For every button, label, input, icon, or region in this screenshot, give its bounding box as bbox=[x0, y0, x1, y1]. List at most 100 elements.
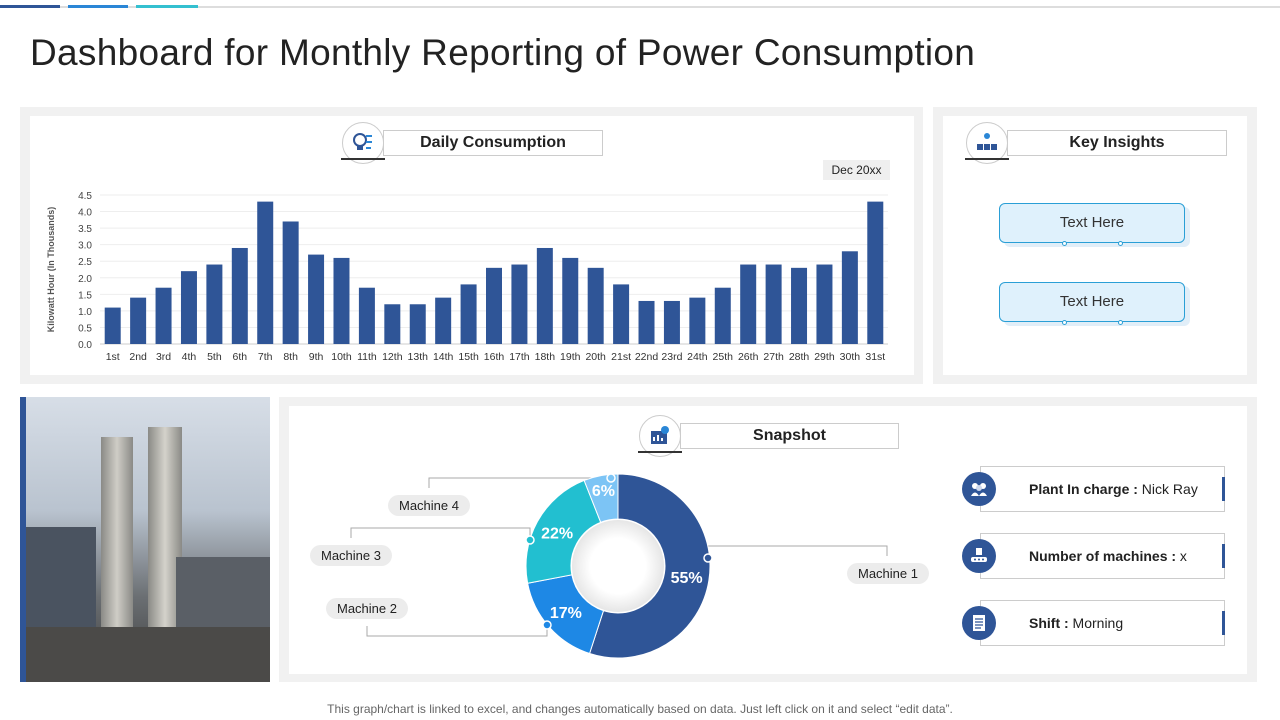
y-tick-label: 0.5 bbox=[78, 323, 92, 334]
x-tick-label: 2nd bbox=[129, 351, 147, 363]
x-tick-label: 1st bbox=[106, 351, 120, 363]
donut-label: 6% bbox=[592, 483, 615, 500]
accent-bar bbox=[136, 5, 198, 8]
bar-17th bbox=[511, 264, 528, 344]
donut-slice-machine-4 bbox=[583, 473, 619, 523]
bar-14th bbox=[435, 297, 452, 344]
x-tick-label: 28th bbox=[789, 351, 810, 363]
legend-machine-4: Machine 4 bbox=[388, 495, 470, 516]
bar-6th bbox=[231, 247, 248, 344]
divider bbox=[965, 158, 1009, 160]
x-tick-label: 25th bbox=[713, 351, 734, 363]
report-icon bbox=[639, 415, 681, 457]
bar-8th bbox=[282, 221, 299, 344]
bar-7th bbox=[257, 201, 274, 344]
connector-dot bbox=[525, 535, 535, 545]
connector-line bbox=[350, 527, 531, 540]
checklist-icon bbox=[962, 606, 996, 640]
connector-line bbox=[366, 625, 548, 637]
info-value: Nick Ray bbox=[1137, 481, 1198, 497]
divider bbox=[341, 158, 385, 160]
lightbulb-icon bbox=[342, 122, 384, 164]
people-icon bbox=[962, 472, 996, 506]
legend-machine-1: Machine 1 bbox=[847, 563, 929, 584]
y-tick-label: 4.0 bbox=[78, 208, 92, 219]
snapshot-header: Snapshot bbox=[680, 423, 899, 449]
y-tick-label: 2.0 bbox=[78, 274, 92, 285]
insight-text-box[interactable]: Text Here bbox=[999, 282, 1185, 322]
divider bbox=[638, 451, 682, 453]
connector-dot bbox=[1062, 320, 1067, 325]
bar-4th bbox=[180, 271, 197, 344]
connector-dot bbox=[606, 473, 616, 483]
x-tick-label: 8th bbox=[283, 351, 298, 363]
connector-dot bbox=[1118, 320, 1123, 325]
x-tick-label: 15th bbox=[458, 351, 479, 363]
page-title: Dashboard for Monthly Reporting of Power… bbox=[30, 32, 976, 73]
bar-9th bbox=[308, 254, 325, 344]
insight-text-box[interactable]: Text Here bbox=[999, 203, 1185, 243]
machines-count-card: Number of machines : x bbox=[980, 533, 1225, 579]
x-tick-label: 11th bbox=[357, 351, 377, 363]
info-value: Morning bbox=[1068, 615, 1124, 631]
donut-label: 55% bbox=[671, 570, 703, 587]
connector-line bbox=[708, 545, 888, 556]
hierarchy-icon bbox=[966, 122, 1008, 164]
info-label: Number of machines : bbox=[1029, 548, 1177, 564]
daily-consumption-chart: 0.0 0.5 1.0 1.5 2.0 2.5 3.0 3.5 4.0 4.5 Kilowatt H… bbox=[46, 191, 888, 363]
y-tick-label: 0.0 bbox=[78, 340, 92, 351]
bar-2nd bbox=[130, 297, 147, 344]
x-tick-label: 17th bbox=[509, 351, 530, 363]
accent-bar bbox=[0, 5, 60, 8]
x-tick-label: 21st bbox=[611, 351, 631, 363]
bar-3rd bbox=[155, 287, 172, 344]
x-tick-label: 4th bbox=[182, 351, 197, 363]
daily-consumption-header: Daily Consumption bbox=[383, 130, 603, 156]
x-tick-label: 27th bbox=[763, 351, 784, 363]
bar-18th bbox=[536, 247, 553, 344]
bar-26th bbox=[740, 264, 757, 344]
bar-29th bbox=[816, 264, 833, 344]
x-tick-label: 23rd bbox=[661, 351, 682, 363]
x-tick-label: 18th bbox=[535, 351, 556, 363]
donut-label: 22% bbox=[541, 526, 573, 543]
accent-bar bbox=[68, 5, 128, 8]
shift-card: Shift : Morning bbox=[980, 600, 1225, 646]
info-label: Shift : bbox=[1029, 615, 1069, 631]
bar-31st bbox=[867, 201, 884, 344]
machine-share-donut: 55% 17% 22% 6% bbox=[350, 473, 888, 659]
x-tick-label: 30th bbox=[840, 351, 861, 363]
footer-note: This graph/chart is linked to excel, and… bbox=[327, 702, 953, 716]
donut-hole bbox=[572, 520, 664, 612]
x-tick-label: 10th bbox=[331, 351, 352, 363]
bar-23rd bbox=[663, 300, 680, 344]
connector-line bbox=[428, 477, 611, 488]
x-tick-label: 13th bbox=[408, 351, 429, 363]
connector-dot bbox=[542, 620, 552, 630]
bar-11th bbox=[358, 287, 375, 344]
y-tick-label: 2.5 bbox=[78, 257, 92, 268]
x-tick-label: 26th bbox=[738, 351, 759, 363]
x-tick-label: 29th bbox=[814, 351, 835, 363]
plant-photo bbox=[20, 397, 270, 682]
connector-dot bbox=[703, 553, 713, 563]
bar-27th bbox=[765, 264, 782, 344]
plant-in-charge-card: Plant In charge : Nick Ray bbox=[980, 466, 1225, 512]
x-tick-label: 20th bbox=[585, 351, 606, 363]
bar-20th bbox=[587, 267, 604, 344]
key-insights-header: Key Insights bbox=[1007, 130, 1227, 156]
x-tick-label: 14th bbox=[433, 351, 454, 363]
donut-label: 17% bbox=[550, 605, 582, 622]
y-tick-label: 1.5 bbox=[78, 290, 92, 301]
machine-icon bbox=[962, 539, 996, 573]
bar-13th bbox=[409, 304, 426, 344]
x-tick-label: 7th bbox=[258, 351, 273, 363]
x-tick-label: 12th bbox=[382, 351, 403, 363]
x-tick-label: 3rd bbox=[156, 351, 171, 363]
bar-12th bbox=[384, 304, 401, 344]
bar-5th bbox=[206, 264, 223, 344]
donut-slice-machine-1 bbox=[588, 473, 711, 659]
x-tick-label: 16th bbox=[484, 351, 505, 363]
bar-30th bbox=[841, 251, 858, 344]
x-tick-label: 5th bbox=[207, 351, 222, 363]
